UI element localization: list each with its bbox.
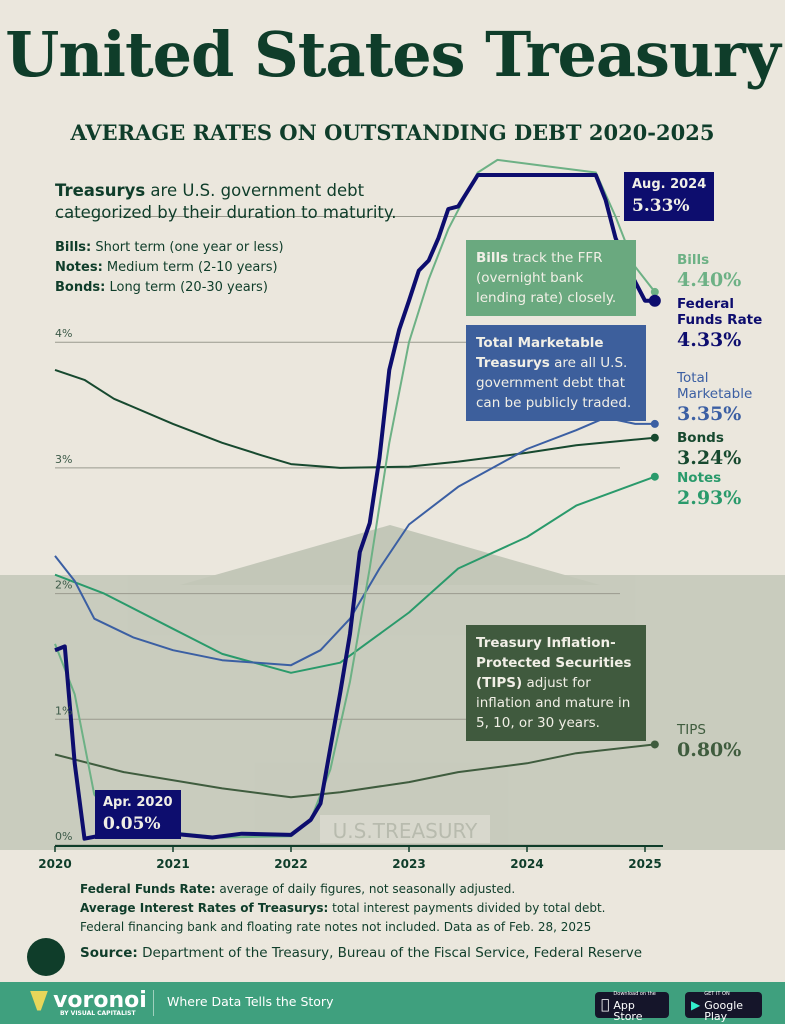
tips-callout: Treasury Inflation-Protected Securities … — [466, 625, 646, 741]
series-end-point-ffr — [648, 294, 661, 307]
tagline: Where Data Tells the Story — [167, 994, 334, 1009]
play-icon: ▶ — [691, 997, 701, 1012]
footer: voronoi BY VISUAL CAPITALIST Where Data … — [0, 982, 785, 1024]
bonds-end-label: Bonds 3.24% — [677, 430, 742, 469]
peak-callout: Aug. 2024 5.33% — [624, 172, 715, 221]
bills-end-label: Bills 4.40% — [677, 252, 742, 291]
voronoi-logo[interactable]: voronoi BY VISUAL CAPITALIST — [30, 988, 147, 1017]
total-end-label: Total Marketable 3.35% — [677, 370, 753, 425]
definition-bills: Bills: Short term (one year or less) — [55, 240, 284, 255]
series-end-point-bonds — [650, 433, 659, 442]
series-line-notes — [54, 475, 656, 674]
x-tick-label: 2025 — [628, 857, 661, 871]
y-tick-label: 4% — [55, 327, 72, 340]
definitions: Bills: Short term (one year or less) Not… — [55, 238, 284, 298]
divider — [153, 990, 154, 1016]
series-end-point-notes — [650, 472, 659, 481]
engraving-text: U.S.TREASURY — [333, 819, 478, 843]
voronoi-icon — [30, 990, 48, 1011]
series-line-bonds — [54, 368, 655, 469]
series-end-point-total — [650, 419, 659, 428]
series-end-point-bills — [650, 287, 659, 296]
definition-notes: Notes: Medium term (2-10 years) — [55, 260, 278, 275]
x-tick-label: 2024 — [510, 857, 543, 871]
page-subtitle: AVERAGE RATES ON OUTSTANDING DEBT 2020-2… — [70, 120, 715, 145]
bills-callout: Bills track the FFR (overnight bank lend… — [466, 240, 636, 316]
definition-bonds: Bonds: Long term (20-30 years) — [55, 280, 268, 295]
source: Source: Department of the Treasury, Bure… — [80, 945, 643, 961]
notes-end-label: Notes 2.93% — [677, 470, 742, 509]
page-title: United States Treasury — [5, 18, 780, 91]
x-tick-label: 2021 — [156, 857, 189, 871]
footnotes: Federal Funds Rate: average of daily fig… — [80, 882, 606, 934]
x-tick-label: 2020 — [38, 857, 71, 871]
series-line-tips — [54, 743, 655, 799]
x-tick-label: 2023 — [392, 857, 425, 871]
total-marketable-callout: Total Marketable Treasurys are all U.S. … — [466, 325, 646, 421]
x-tick-label: 2022 — [274, 857, 307, 871]
visual-capitalist-logo — [27, 938, 65, 976]
ffr-end-label: Federal Funds Rate 4.33% — [677, 296, 763, 351]
low-callout: Apr. 2020 0.05% — [95, 790, 181, 839]
tips-end-label: TIPS 0.80% — [677, 722, 742, 761]
series-end-point-tips — [650, 740, 659, 749]
intro-text: Treasurys are U.S. government debt categ… — [55, 181, 397, 222]
google-play-button[interactable]: ▶ GET IT ON Google Play — [685, 991, 762, 1022]
y-tick-label: 0% — [55, 830, 72, 843]
y-tick-label: 2% — [55, 579, 72, 592]
apple-icon:  — [601, 998, 609, 1012]
y-tick-label: 1% — [55, 704, 72, 717]
y-tick-label: 3% — [55, 453, 72, 466]
